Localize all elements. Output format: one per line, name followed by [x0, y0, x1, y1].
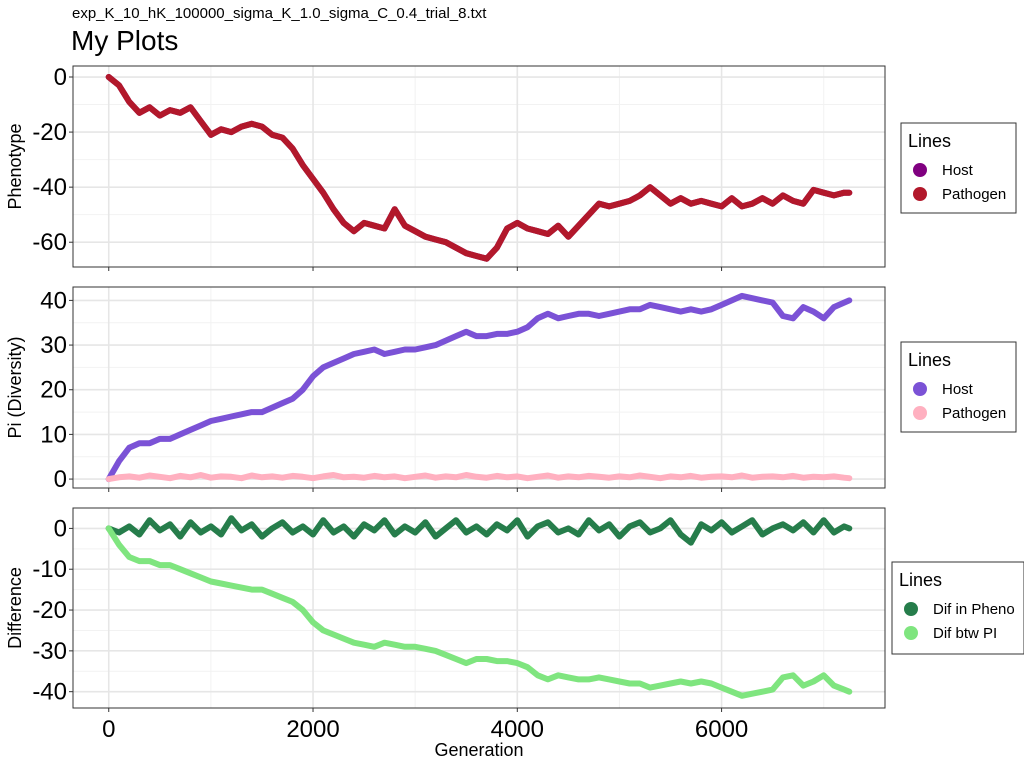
- plot-background: [73, 508, 885, 708]
- y-tick-label: -10: [32, 556, 67, 583]
- y-tick-label: 0: [54, 64, 67, 91]
- x-tick-label: 6000: [695, 716, 748, 743]
- plot-background: [73, 287, 885, 488]
- chart-title: My Plots: [71, 25, 179, 56]
- y-tick-label: 0: [54, 466, 67, 493]
- y-tick-label: -30: [32, 638, 67, 665]
- panel-border: [72, 65, 886, 268]
- legend-entry-label: Pathogen: [942, 405, 1006, 422]
- y-tick-label: 40: [40, 287, 67, 314]
- series-line-dif-btw-pi: [105, 525, 853, 699]
- y-axis-label: Difference: [5, 567, 25, 649]
- x-tick-label: 0: [102, 716, 115, 743]
- y-tick-label: -20: [32, 119, 67, 146]
- chart-panel-2: 0 10 20 30 40 Pi (Diversity) Lines Host Pathogen: [5, 286, 1017, 493]
- y-tick-label: 10: [40, 421, 67, 448]
- y-axis-label: Phenotype: [5, 123, 25, 209]
- legend-marker: [913, 382, 927, 396]
- legend-entry-label: Dif btw PI: [933, 625, 997, 642]
- legend: Lines Host Pathogen: [900, 341, 1017, 433]
- legend-marker: [913, 187, 927, 201]
- legend: Lines Host Pathogen: [900, 122, 1017, 214]
- legend-marker: [913, 406, 927, 420]
- series-line-pathogen: [105, 74, 853, 262]
- legend-entry-label: Pathogen: [942, 186, 1006, 203]
- series-line-pathogen: [105, 472, 853, 483]
- y-tick-label: -40: [32, 174, 67, 201]
- legend-title: Lines: [908, 131, 951, 151]
- legend-entry-label: Dif in Pheno: [933, 601, 1015, 618]
- legend-marker: [904, 626, 918, 640]
- legend-marker: [913, 163, 927, 177]
- legend-entry-label: Host: [942, 162, 974, 179]
- x-axis-label: Generation: [434, 740, 523, 760]
- y-tick-label: 20: [40, 377, 67, 404]
- y-tick-label: 0: [54, 515, 67, 542]
- y-axis-label: Pi (Diversity): [5, 337, 25, 439]
- legend-title: Lines: [899, 570, 942, 590]
- panel-border: [72, 507, 886, 709]
- legend: Lines Dif in Pheno Dif btw PI: [891, 561, 1024, 655]
- y-tick-label: 30: [40, 332, 67, 359]
- chart-panel-1: 0 -20 -40 -60 Phenotype Lines Host Pathogen: [5, 64, 1017, 271]
- panel-border: [72, 286, 886, 489]
- plot-background: [73, 66, 885, 267]
- y-tick-label: -40: [32, 679, 67, 706]
- series-line-dif-in-pheno: [105, 515, 853, 546]
- legend-entry-label: Host: [942, 381, 974, 398]
- x-tick-label: 4000: [491, 716, 544, 743]
- chart-subtitle: exp_K_10_hK_100000_sigma_K_1.0_sigma_C_0…: [72, 5, 487, 22]
- series-line-host: [105, 292, 853, 483]
- y-tick-label: -20: [32, 597, 67, 624]
- x-tick-label: 2000: [286, 716, 339, 743]
- legend-title: Lines: [908, 350, 951, 370]
- legend-marker: [904, 602, 918, 616]
- y-tick-label: -60: [32, 229, 67, 256]
- chart-panel-3: 0 -10 -20 -30 -40 0 2000 4000 6000 Difference Gene…: [5, 507, 1024, 760]
